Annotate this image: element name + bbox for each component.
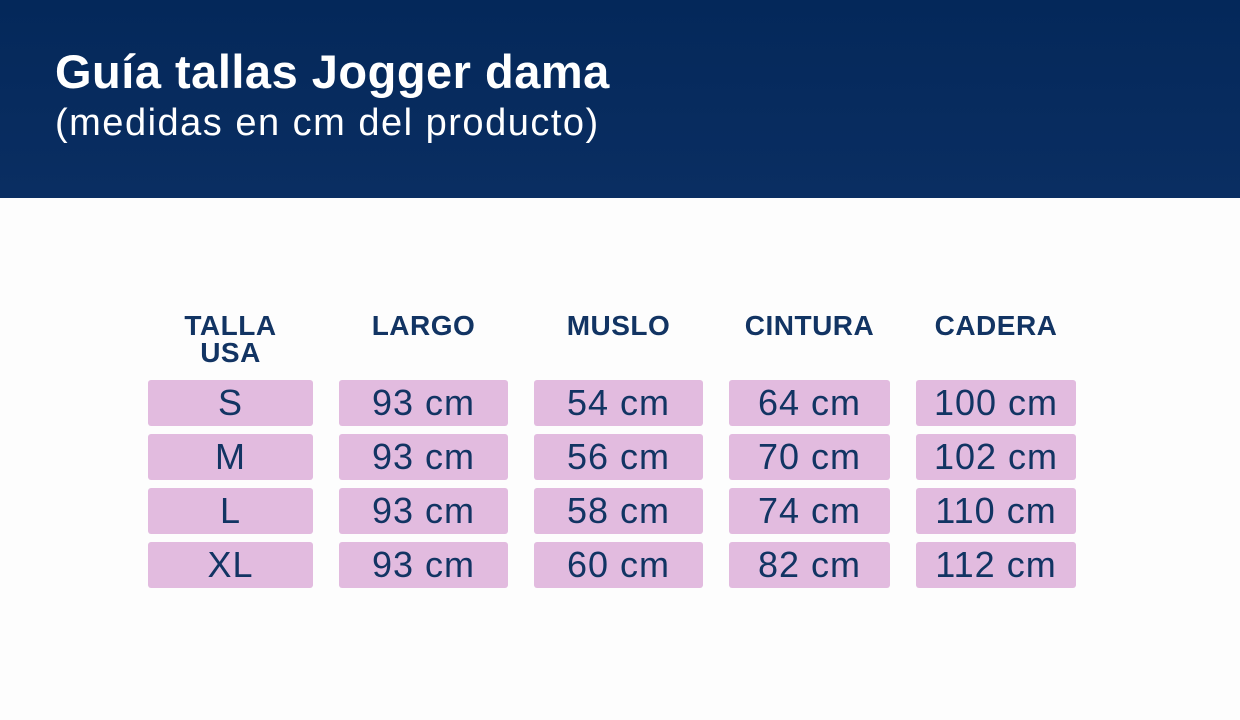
cadera-cell: 100 cm — [916, 380, 1076, 426]
column-header-label: CADERA — [934, 310, 1058, 341]
size-cell: XL — [148, 542, 313, 588]
table-row: L 93 cm 58 cm 74 cm 110 cm — [148, 488, 1076, 534]
cadera-cell: 102 cm — [916, 434, 1076, 480]
cintura-cell: 82 cm — [729, 542, 890, 588]
largo-cell: 93 cm — [339, 434, 508, 480]
column-header-cintura: CINTURA — [729, 310, 890, 341]
table-row: M 93 cm 56 cm 70 cm 102 cm — [148, 434, 1076, 480]
column-header-label: TALLA — [184, 310, 277, 341]
size-cell: L — [148, 488, 313, 534]
table-header-row: TALLA USA LARGO MUSLO CINTURA CADERA — [148, 310, 1076, 368]
column-header-largo: LARGO — [339, 310, 508, 341]
muslo-cell: 60 cm — [534, 542, 703, 588]
column-header-label: USA — [200, 337, 261, 368]
muslo-cell: 56 cm — [534, 434, 703, 480]
column-header-muslo: MUSLO — [534, 310, 703, 341]
page-title: Guía tallas Jogger dama — [55, 45, 610, 98]
table-row: S 93 cm 54 cm 64 cm 100 cm — [148, 380, 1076, 426]
cadera-cell: 112 cm — [916, 542, 1076, 588]
column-header-cadera: CADERA — [916, 310, 1076, 341]
column-header-label: CINTURA — [744, 310, 875, 341]
header-banner: Guía tallas Jogger dama (medidas en cm d… — [0, 0, 1240, 198]
size-cell: M — [148, 434, 313, 480]
page-subtitle: (medidas en cm del producto) — [55, 102, 600, 144]
muslo-cell: 58 cm — [534, 488, 703, 534]
table-row: XL 93 cm 60 cm 82 cm 112 cm — [148, 542, 1076, 588]
muslo-cell: 54 cm — [534, 380, 703, 426]
size-table: TALLA USA LARGO MUSLO CINTURA CADERA S 9… — [148, 312, 1076, 596]
cadera-cell: 110 cm — [916, 488, 1076, 534]
largo-cell: 93 cm — [339, 542, 508, 588]
column-header-talla-usa: TALLA USA — [148, 310, 313, 368]
column-header-label: LARGO — [371, 310, 476, 341]
cintura-cell: 64 cm — [729, 380, 890, 426]
largo-cell: 93 cm — [339, 488, 508, 534]
column-header-label: MUSLO — [566, 310, 671, 341]
cintura-cell: 74 cm — [729, 488, 890, 534]
size-cell: S — [148, 380, 313, 426]
largo-cell: 93 cm — [339, 380, 508, 426]
cintura-cell: 70 cm — [729, 434, 890, 480]
